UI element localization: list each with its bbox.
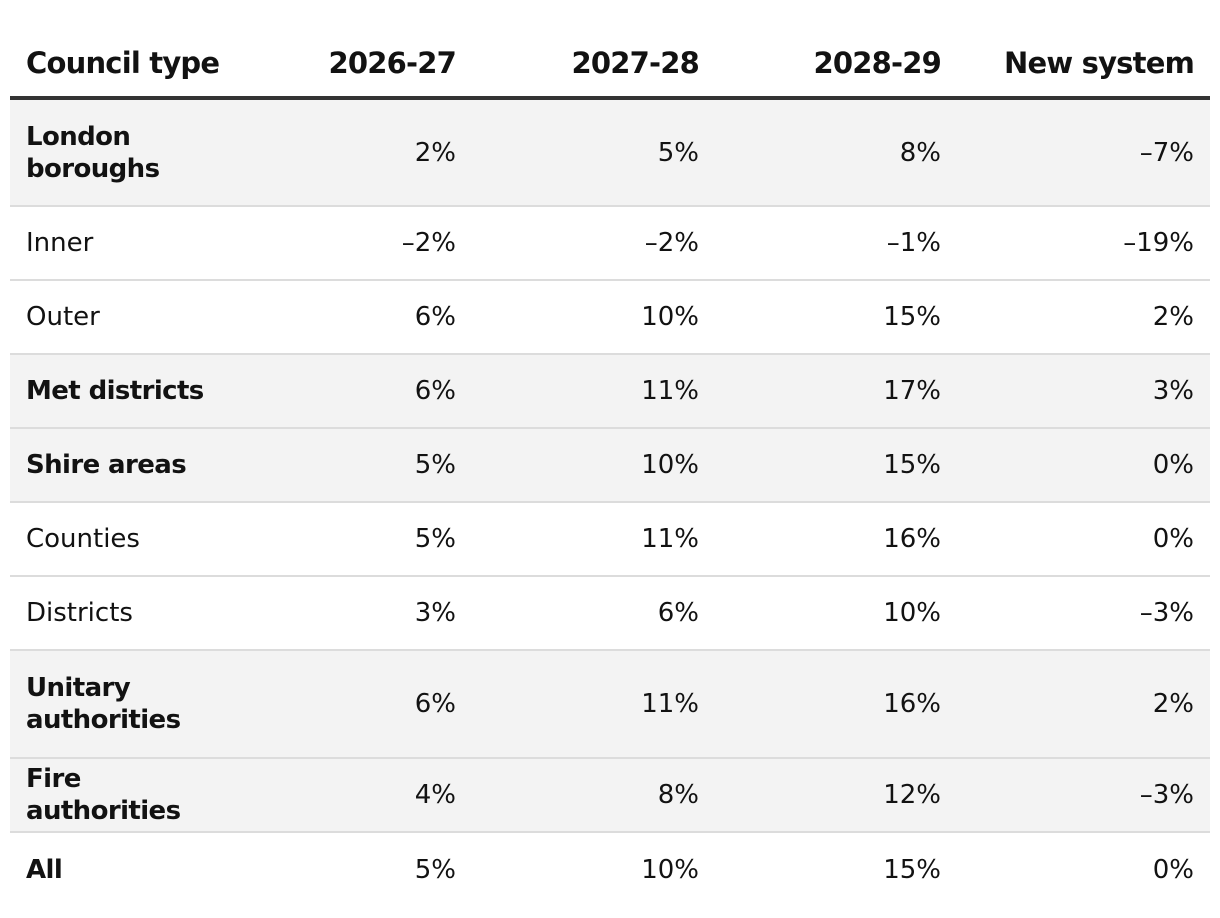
value-2026-27: 5% xyxy=(250,502,472,577)
value-2027-28: 10% xyxy=(472,428,715,503)
value-2027-28: 11% xyxy=(472,650,715,759)
value-2028-29: 16% xyxy=(715,650,957,759)
value-2026-27: 4% xyxy=(250,758,472,833)
table-row: All 5% 10% 15% 0% xyxy=(10,832,1210,906)
value-new-system: 0% xyxy=(957,502,1210,577)
row-label: Counties xyxy=(10,502,250,577)
column-header-council-type: Council type xyxy=(10,0,250,100)
value-new-system: –3% xyxy=(957,758,1210,833)
value-new-system: –19% xyxy=(957,206,1210,281)
table-row: Districts 3% 6% 10% –3% xyxy=(10,576,1210,651)
value-new-system: 3% xyxy=(957,354,1210,429)
value-2028-29: –1% xyxy=(715,206,957,281)
row-label: London boroughs xyxy=(10,98,250,207)
row-label: Met districts xyxy=(10,354,250,429)
value-2028-29: 8% xyxy=(715,98,957,207)
column-header-new-system: New system xyxy=(957,0,1210,100)
value-2026-27: 3% xyxy=(250,576,472,651)
value-2026-27: 6% xyxy=(250,354,472,429)
table-row: Inner –2% –2% –1% –19% xyxy=(10,206,1210,281)
value-new-system: 2% xyxy=(957,280,1210,355)
value-2026-27: –2% xyxy=(250,206,472,281)
value-new-system: 0% xyxy=(1152,854,1194,885)
value-2027-28: 11% xyxy=(472,354,715,429)
value-2027-28: 11% xyxy=(472,502,715,577)
value-2027-28: 10% xyxy=(641,854,699,885)
row-label: Outer xyxy=(10,280,250,355)
value-new-system: 2% xyxy=(957,650,1210,759)
column-header-2027-28: 2027-28 xyxy=(472,0,715,100)
value-2028-29: 16% xyxy=(715,502,957,577)
value-2027-28: 8% xyxy=(472,758,715,833)
value-2026-27: 2% xyxy=(250,98,472,207)
row-label: Inner xyxy=(10,206,250,281)
value-new-system: 0% xyxy=(957,428,1210,503)
table-row: Counties 5% 11% 16% 0% xyxy=(10,502,1210,577)
column-header-2026-27: 2026-27 xyxy=(250,0,472,100)
data-table-container: Council type 2026-27 2027-28 2028-29 New… xyxy=(10,0,1210,906)
value-2027-28: –2% xyxy=(472,206,715,281)
table-row: Shire areas 5% 10% 15% 0% xyxy=(10,428,1210,503)
row-label: Fire authorities xyxy=(10,758,250,833)
value-2027-28: 5% xyxy=(472,98,715,207)
table-row: Outer 6% 10% 15% 2% xyxy=(10,280,1210,355)
value-2026-27: 5% xyxy=(250,428,472,503)
value-2027-28: 10% xyxy=(472,280,715,355)
row-label: Unitary authorities xyxy=(10,650,250,759)
table-row: Unitary authorities 6% 11% 16% 2% xyxy=(10,650,1210,759)
value-2028-29: 12% xyxy=(715,758,957,833)
value-2028-29: 15% xyxy=(715,280,957,355)
table-row: Met districts 6% 11% 17% 3% xyxy=(10,354,1210,429)
table-row: Fire authorities 4% 8% 12% –3% xyxy=(10,758,1210,833)
value-2028-29: 17% xyxy=(715,354,957,429)
column-header-2028-29: 2028-29 xyxy=(715,0,957,100)
council-funding-table: Council type 2026-27 2027-28 2028-29 New… xyxy=(10,0,1210,906)
row-label: Shire areas xyxy=(10,428,250,503)
value-2028-29: 10% xyxy=(715,576,957,651)
table-row: London boroughs 2% 5% 8% –7% xyxy=(10,98,1210,207)
row-label: All xyxy=(26,854,63,885)
value-new-system: –7% xyxy=(957,98,1210,207)
table-body: London boroughs 2% 5% 8% –7% Inner –2% –2% –1% –1… xyxy=(10,98,1210,906)
row-label: Districts xyxy=(10,576,250,651)
value-2026-27: 5% xyxy=(414,854,456,885)
table-header-row: Council type 2026-27 2027-28 2028-29 New… xyxy=(10,0,1210,100)
value-2026-27: 6% xyxy=(250,280,472,355)
value-2028-29: 15% xyxy=(883,854,941,885)
value-2026-27: 6% xyxy=(250,650,472,759)
value-2027-28: 6% xyxy=(472,576,715,651)
value-2028-29: 15% xyxy=(715,428,957,503)
value-new-system: –3% xyxy=(957,576,1210,651)
